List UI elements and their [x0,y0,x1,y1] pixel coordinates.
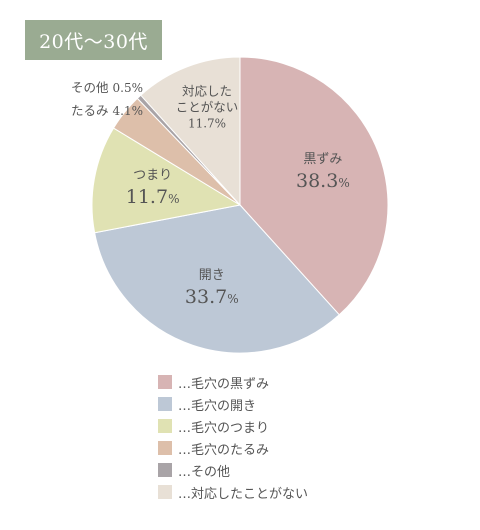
chart-legend: …毛穴の黒ずみ …毛穴の開き …毛穴のつまり …毛穴のたるみ …その他 …対応したことがな… [158,371,308,503]
legend-label-3: …毛穴のたるみ [178,442,270,458]
legend-label-1: …毛穴の開き [178,398,257,414]
legend-item-0: …毛穴の黒ずみ [158,371,308,393]
legend-swatch-3 [158,441,172,455]
legend-label-0: …毛穴の黒ずみ [178,376,270,392]
legend-item-3: …毛穴のたるみ [158,437,308,459]
slice-value-5: 11.7% [188,116,226,130]
legend-label-5: …対応したことがない [178,486,309,502]
slice-outside-label-4: その他 0.5% [71,80,143,95]
slice-label-5-line-0: 対応した [182,83,232,98]
pie-slice-0 [239,56,389,316]
legend-swatch-0 [158,375,172,389]
slice-value-2: 11.7% [126,186,180,208]
legend-label-4: …その他 [178,464,231,480]
legend-item-1: …毛穴の開き [158,393,308,415]
legend-swatch-5 [158,485,172,499]
legend-item-5: …対応したことがない [158,481,308,503]
slice-label-5-line-1: ことがない [176,99,239,114]
slice-outside-label-3: たるみ 4.1% [71,103,143,118]
pie-slice-2 [91,127,242,234]
slice-value-1: 33.7% [185,286,239,308]
slice-label-2: つまり [133,168,172,183]
pie-slice-5 [140,56,241,207]
legend-item-2: …毛穴のつまり [158,415,308,437]
legend-swatch-1 [158,397,172,411]
pie-slice-1 [94,204,340,354]
legend-swatch-2 [158,419,172,433]
age-group-badge: 20代〜30代 [25,20,162,60]
slice-label-1: 開き [199,268,225,283]
slice-value-0: 38.3% [296,170,350,192]
legend-item-4: …その他 [158,459,308,481]
slice-label-0: 黒ずみ [303,152,342,167]
legend-swatch-4 [158,463,172,477]
legend-label-2: …毛穴のつまり [178,420,270,436]
